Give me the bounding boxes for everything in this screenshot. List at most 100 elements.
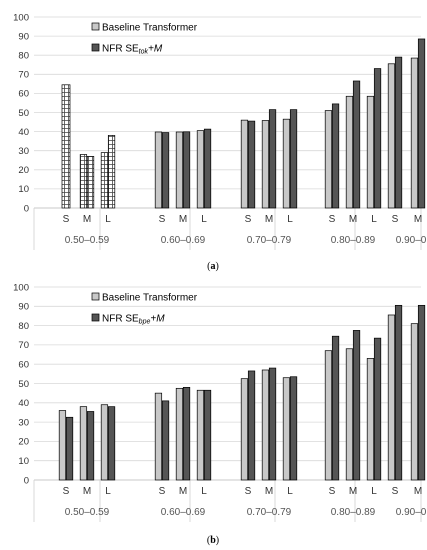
- y-tick-label: 100: [13, 12, 29, 23]
- bar-baseline-4-M: [410, 323, 419, 481]
- bar-nfr-1-S: [161, 400, 170, 481]
- group-label: 0.70–0.79: [247, 507, 292, 518]
- x-tick-label: S: [245, 486, 252, 497]
- x-tick-label: M: [414, 214, 422, 225]
- legend-label: Baseline Transformer: [102, 23, 198, 34]
- bar-baseline-3-L: [366, 95, 375, 209]
- bar-baseline-0-S: [61, 84, 71, 209]
- y-tick-label: 70: [18, 340, 29, 351]
- legend-swatch: [91, 22, 100, 31]
- y-tick-label: 80: [18, 321, 29, 332]
- group-label: 0.70–0.79: [247, 235, 292, 246]
- bar-baseline-1-M: [175, 387, 184, 481]
- y-tick-label: 50: [18, 108, 29, 119]
- bar-nfr-1-M: [182, 131, 191, 209]
- y-tick-label: 60: [18, 89, 29, 100]
- chart-a: 0 10 20 30 40 50 60 70 80 90 100 S M L 0.50–0.59 S M L 0.6…: [13, 12, 427, 272]
- y-tick-label: 40: [18, 127, 29, 138]
- bar-nfr-0-S: [65, 416, 74, 481]
- x-tick-label: L: [105, 214, 111, 225]
- y-tick-label: 50: [18, 379, 29, 390]
- bar-baseline-3-S: [324, 110, 333, 209]
- x-tick-label: L: [287, 486, 293, 497]
- bar-baseline-1-L: [196, 389, 205, 481]
- legend-label: Baseline Transformer: [102, 293, 198, 304]
- group-label: 0.80–0.89: [331, 507, 376, 518]
- y-tick-label: 40: [18, 398, 29, 409]
- x-tick-label: S: [245, 214, 252, 225]
- bar-nfr-2-L: [289, 376, 298, 481]
- bar-baseline-2-S: [240, 378, 249, 481]
- bar-nfr-3-S: [331, 335, 340, 481]
- bar-nfr-0-L: [107, 135, 116, 209]
- x-tick-label: S: [392, 214, 399, 225]
- y-tick-label: 30: [18, 417, 29, 428]
- legend-swatch: [91, 43, 100, 52]
- x-tick-label: M: [179, 486, 187, 497]
- bar-nfr-4-M: [417, 304, 426, 481]
- x-tick-label: L: [201, 486, 207, 497]
- x-tick-label: S: [63, 214, 70, 225]
- bar-nfr-0-M: [86, 156, 95, 209]
- x-tick-label: L: [371, 486, 377, 497]
- x-tick-label: M: [83, 214, 91, 225]
- bar-nfr-3-M: [352, 80, 361, 209]
- bar-nfr-3-L: [373, 337, 382, 481]
- bar-baseline-1-L: [196, 130, 205, 209]
- bar-baseline-0-M: [79, 154, 88, 209]
- x-tick-label: L: [105, 486, 111, 497]
- y-tick-label: 60: [18, 360, 29, 371]
- x-tick-label: M: [265, 486, 273, 497]
- x-tick-label: S: [159, 486, 166, 497]
- bar-nfr-1-L: [203, 389, 212, 481]
- x-tick-label: M: [414, 486, 422, 497]
- group-label: 0.60–0.69: [161, 235, 206, 246]
- bar-nfr-2-S: [247, 120, 256, 209]
- bar-nfr-2-M: [268, 367, 277, 481]
- legend-label: NFR SEtok+M: [102, 44, 163, 56]
- legend-swatch: [91, 313, 100, 322]
- bar-baseline-2-M: [261, 120, 270, 209]
- y-tick-label: 80: [18, 51, 29, 62]
- chart-b: 0 10 20 30 40 50 60 70 80 90 100 S M L 0.50–0.59 S M L 0.6…: [13, 282, 427, 546]
- x-tick-label: M: [349, 486, 357, 497]
- bar-nfr-0-L: [107, 406, 116, 481]
- y-tick-label: 10: [18, 184, 29, 195]
- bar-nfr-4-M: [417, 38, 426, 209]
- group-label: 0.50–0.59: [65, 507, 110, 518]
- x-tick-label: S: [329, 214, 336, 225]
- y-tick-label: 20: [18, 165, 29, 176]
- x-tick-label: M: [179, 214, 187, 225]
- x-tick-label: M: [265, 214, 273, 225]
- x-tick-label: S: [63, 486, 70, 497]
- group-label: 0.90–0.99: [396, 507, 427, 518]
- bar-baseline-4-M: [410, 57, 419, 209]
- y-tick-label: 10: [18, 456, 29, 467]
- bar-baseline-2-L: [282, 377, 291, 481]
- bar-nfr-4-S: [394, 56, 403, 209]
- x-tick-label: M: [83, 486, 91, 497]
- bar-baseline-1-S: [154, 392, 163, 481]
- bar-baseline-3-M: [345, 348, 354, 481]
- bar-nfr-1-L: [203, 128, 212, 209]
- y-tick-label: 30: [18, 146, 29, 157]
- bar-baseline-4-S: [387, 314, 396, 481]
- y-tick-label: 70: [18, 70, 29, 81]
- y-tick-label: 0: [24, 475, 29, 486]
- bar-baseline-3-L: [366, 358, 375, 481]
- bar-baseline-0-L: [100, 152, 109, 209]
- y-tick-label: 20: [18, 437, 29, 448]
- bar-nfr-3-L: [373, 68, 382, 209]
- bar-baseline-3-S: [324, 350, 333, 481]
- bar-baseline-1-M: [175, 131, 184, 209]
- bar-nfr-2-L: [289, 109, 298, 209]
- x-tick-label: S: [159, 214, 166, 225]
- bar-baseline-0-L: [100, 404, 109, 481]
- bar-nfr-3-S: [331, 103, 340, 209]
- bar-nfr-2-S: [247, 370, 256, 481]
- group-label: 0.60–0.69: [161, 507, 206, 518]
- bar-baseline-1-S: [154, 131, 163, 209]
- y-tick-label: 90: [18, 302, 29, 313]
- y-tick-label: 90: [18, 31, 29, 42]
- bar-nfr-0-M: [86, 411, 95, 481]
